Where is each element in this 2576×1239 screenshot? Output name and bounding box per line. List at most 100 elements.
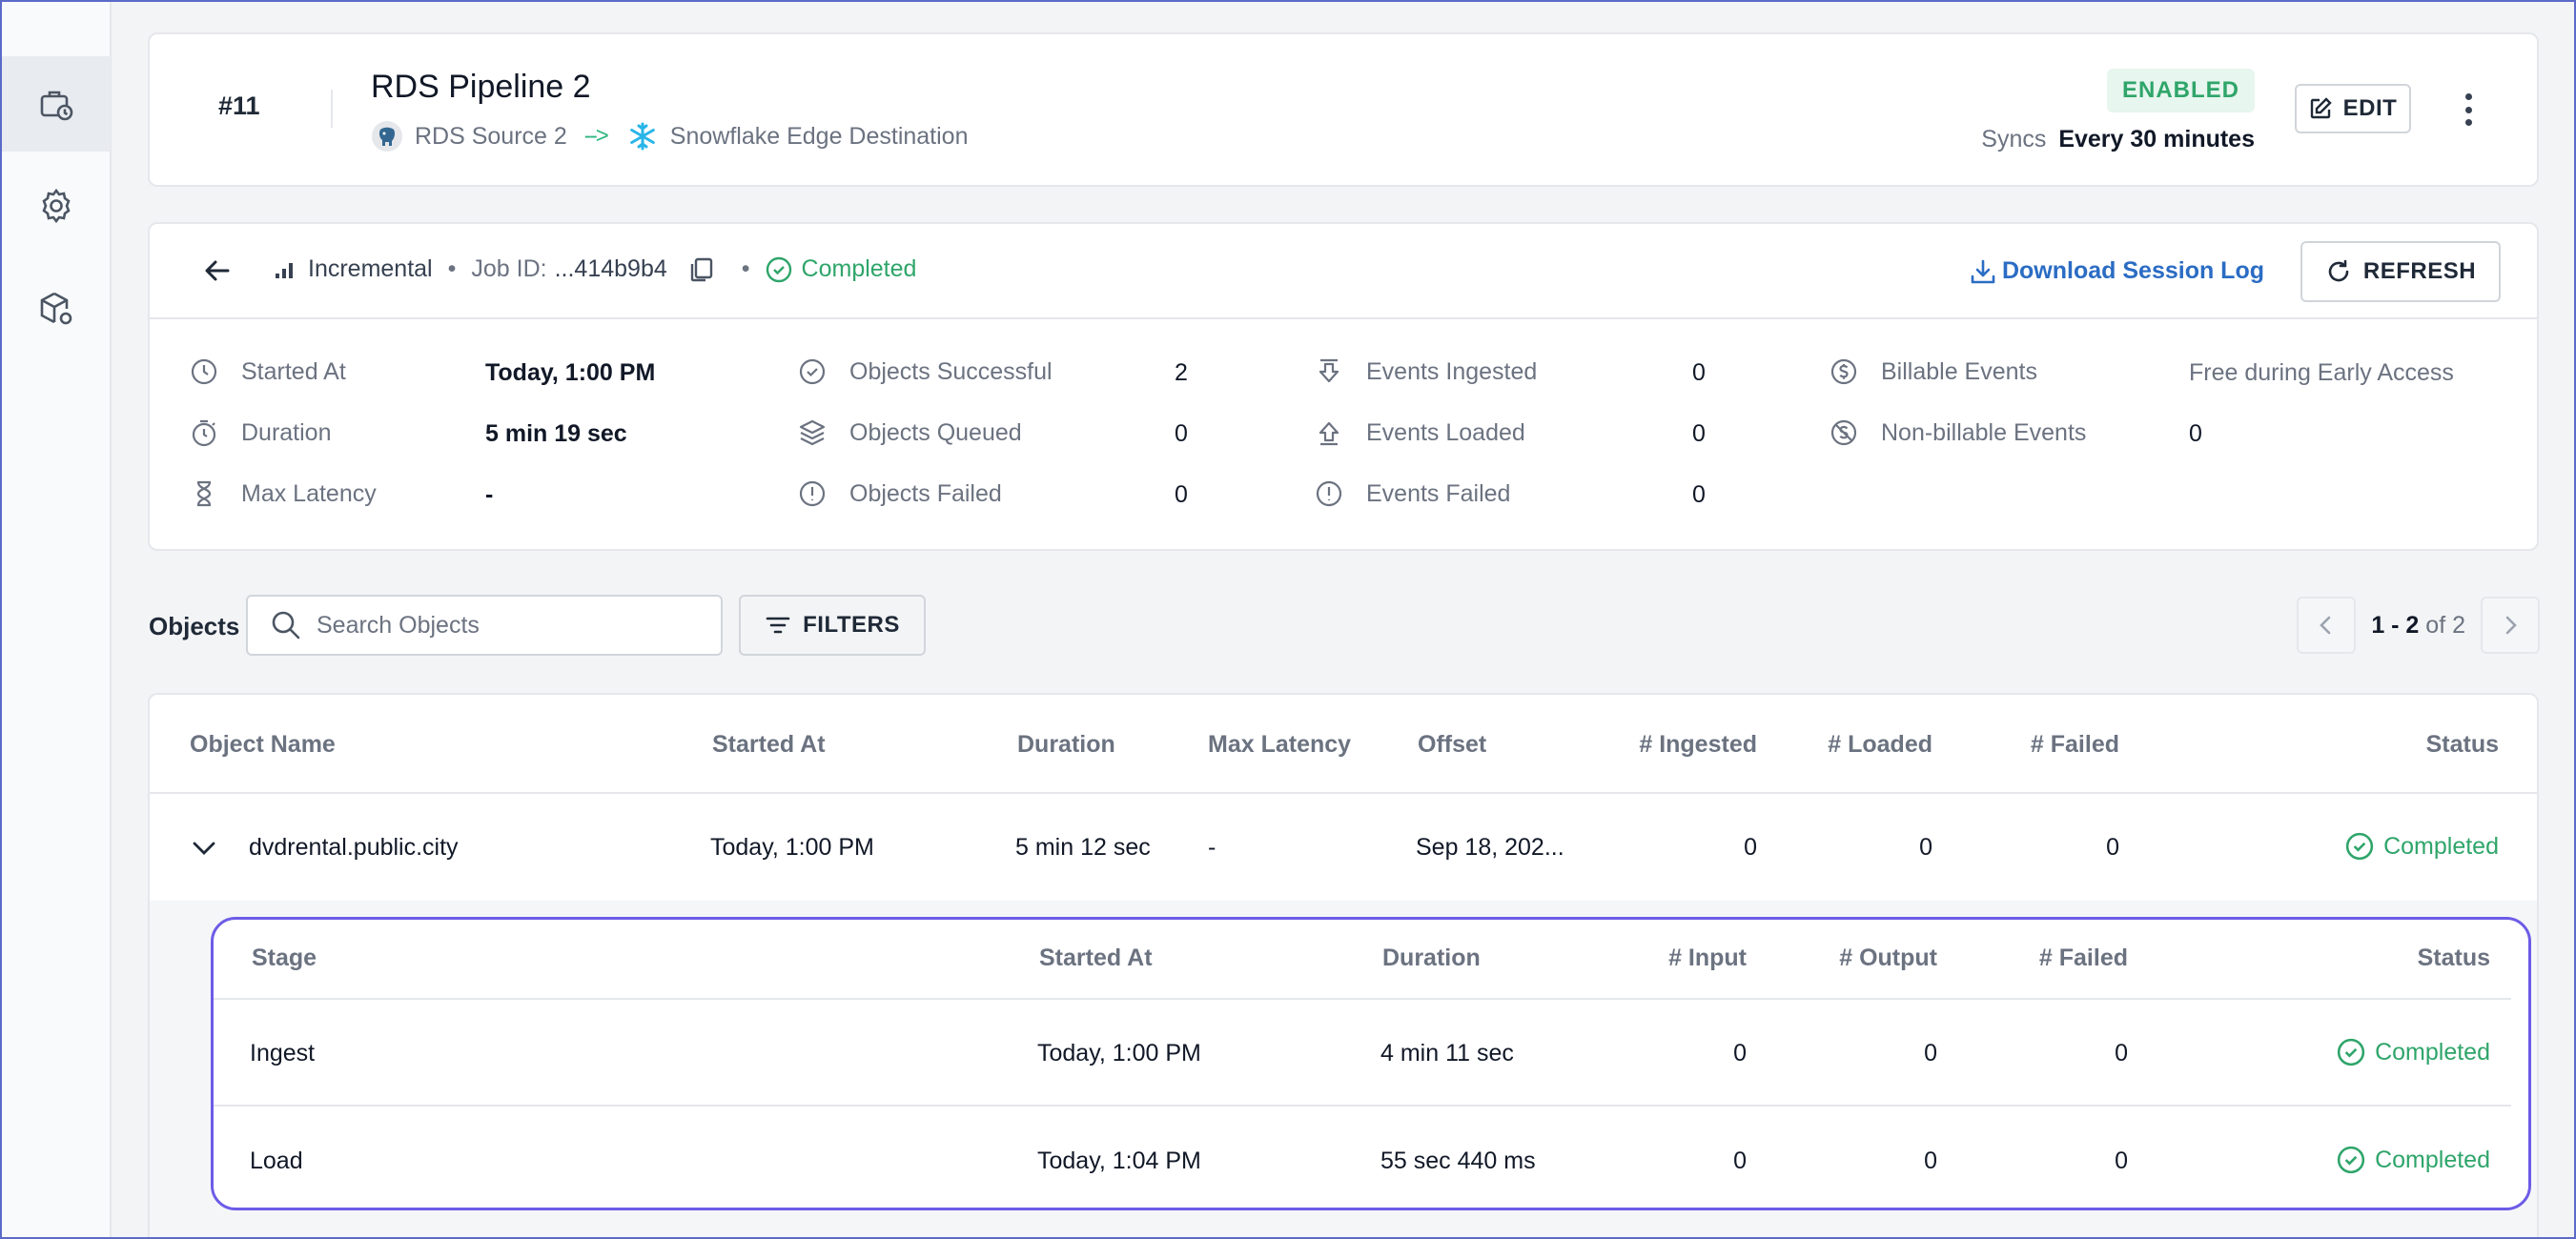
col-failed[interactable]: # Failed	[2030, 731, 2119, 758]
status-badge: ENABLED	[2106, 69, 2255, 112]
col-output: # Output	[1839, 944, 1937, 971]
objects-label: Objects	[149, 612, 240, 640]
destination-name[interactable]: Snowflake Edge Destination	[669, 122, 969, 150]
pagination: 1 - 2 of 2	[2297, 597, 2540, 654]
events-failed-value: 0	[1692, 481, 1706, 508]
objects-queued-value: 0	[1175, 420, 1188, 447]
objects-successful-value: 2	[1175, 359, 1188, 386]
stopwatch-icon	[190, 418, 222, 447]
chevron-left-icon	[2320, 616, 2331, 635]
stage-output: 0	[1924, 1040, 1937, 1066]
stat-duration: Duration	[190, 418, 332, 447]
filter-icon	[766, 617, 790, 634]
search-objects[interactable]	[246, 595, 723, 656]
stage-status: Completed	[2337, 1038, 2490, 1066]
sidebar	[0, 0, 112, 1239]
col-stage-status: Status	[2417, 944, 2490, 971]
col-stage-started-at: Started At	[1039, 944, 1153, 971]
non-billable-events-value: 0	[2189, 420, 2202, 447]
search-input[interactable]	[317, 611, 698, 640]
col-ingested[interactable]: # Ingested	[1639, 731, 1757, 758]
signal-bars-icon	[276, 262, 293, 278]
stage-failed: 0	[2115, 1040, 2128, 1066]
job-toolbar: Incremental • Job ID: ...414b9b4 • Compl…	[150, 224, 2537, 319]
objects-table: Object Name Started At Duration Max Late…	[148, 693, 2539, 1239]
divider	[331, 90, 333, 128]
col-loaded[interactable]: # Loaded	[1828, 731, 1932, 758]
job-stats: Started At Today, 1:00 PM Duration 5 min…	[150, 319, 2537, 553]
col-duration[interactable]: Duration	[1017, 731, 1115, 758]
pipelines-icon	[40, 91, 73, 121]
col-stage-duration: Duration	[1382, 944, 1481, 971]
syncs-label: Syncs	[1981, 126, 2047, 152]
object-max-latency: -	[1208, 834, 1216, 861]
check-circle-icon	[2337, 1038, 2365, 1066]
col-stage: Stage	[252, 944, 317, 971]
back-arrow-icon[interactable]	[203, 256, 232, 285]
stat-started-at: Started At	[190, 357, 346, 386]
col-stage-failed: # Failed	[2038, 944, 2128, 971]
col-status[interactable]: Status	[2425, 731, 2499, 758]
search-icon	[272, 611, 300, 640]
syncs-value: Every 30 minutes	[2058, 126, 2255, 152]
col-offset[interactable]: Offset	[1418, 731, 1487, 758]
source-name[interactable]: RDS Source 2	[415, 122, 567, 150]
settings-gear-icon	[42, 188, 71, 224]
col-started-at[interactable]: Started At	[712, 731, 826, 758]
job-type: Incremental	[308, 255, 433, 282]
col-object-name[interactable]: Object Name	[190, 731, 336, 758]
no-dollar-icon	[1830, 418, 1862, 447]
object-loaded: 0	[1919, 834, 1932, 861]
filters-button[interactable]: FILTERS	[739, 595, 926, 656]
stage-duration: 4 min 11 sec	[1380, 1040, 1514, 1066]
stage-started-at: Today, 1:04 PM	[1037, 1148, 1201, 1174]
prev-page-button[interactable]	[2297, 597, 2357, 654]
sidebar-item-models[interactable]	[2, 261, 111, 356]
col-max-latency[interactable]: Max Latency	[1208, 731, 1352, 758]
job-id-label: Job ID:	[471, 255, 547, 282]
edit-label: EDIT	[2342, 95, 2398, 121]
stat-billable-events: Billable Events	[1830, 357, 2037, 386]
objects-failed-value: 0	[1175, 481, 1188, 508]
object-name: dvdrental.public.city	[249, 834, 459, 861]
check-circle-icon	[798, 357, 830, 386]
stage-status: Completed	[2337, 1146, 2490, 1174]
divider	[214, 1105, 2511, 1107]
job-id-value: ...414b9b4	[554, 255, 667, 282]
pipeline-title[interactable]: RDS Pipeline 2	[371, 69, 591, 105]
billable-events-value: Free during Early Access	[2189, 359, 2454, 386]
copy-icon[interactable]	[688, 256, 715, 283]
download-icon	[1971, 259, 1995, 283]
refresh-icon	[2328, 259, 2349, 282]
next-page-button[interactable]	[2481, 597, 2540, 654]
stat-objects-failed: Objects Failed	[798, 479, 1002, 508]
sidebar-item-settings[interactable]	[2, 158, 111, 254]
object-duration: 5 min 12 sec	[1015, 834, 1151, 861]
stage-failed: 0	[2115, 1148, 2128, 1174]
object-ingested: 0	[1744, 834, 1757, 861]
stage-duration: 55 sec 440 ms	[1380, 1148, 1536, 1174]
events-ingested-value: 0	[1692, 359, 1706, 386]
object-started-at: Today, 1:00 PM	[710, 834, 874, 861]
sidebar-item-pipelines[interactable]	[2, 56, 111, 152]
hourglass-icon	[190, 479, 222, 508]
postgres-elephant-icon	[371, 120, 403, 152]
stage-input: 0	[1733, 1148, 1747, 1174]
stage-name: Ingest	[250, 1040, 316, 1066]
edit-button[interactable]: EDIT	[2295, 84, 2411, 133]
alert-circle-icon	[1315, 479, 1347, 508]
object-failed: 0	[2106, 834, 2119, 861]
check-circle-icon	[2337, 1146, 2365, 1174]
load-arrow-icon	[1315, 418, 1347, 447]
more-options-icon[interactable]	[2463, 93, 2474, 126]
pipeline-header-card: #11 RDS Pipeline 2 RDS Source 2 --> Snow…	[148, 32, 2539, 187]
stage-output: 0	[1924, 1148, 1937, 1174]
dollar-circle-icon	[1830, 357, 1862, 386]
stat-max-latency: Max Latency	[190, 479, 377, 508]
pipeline-number: #11	[218, 91, 260, 120]
stages-table: Stage Started At Duration # Input # Outp…	[211, 917, 2531, 1210]
download-session-log-link[interactable]: Download Session Log	[1970, 257, 2264, 285]
chevron-down-icon[interactable]	[190, 834, 218, 863]
check-circle-icon	[2345, 832, 2374, 861]
refresh-button[interactable]: REFRESH	[2300, 241, 2501, 302]
